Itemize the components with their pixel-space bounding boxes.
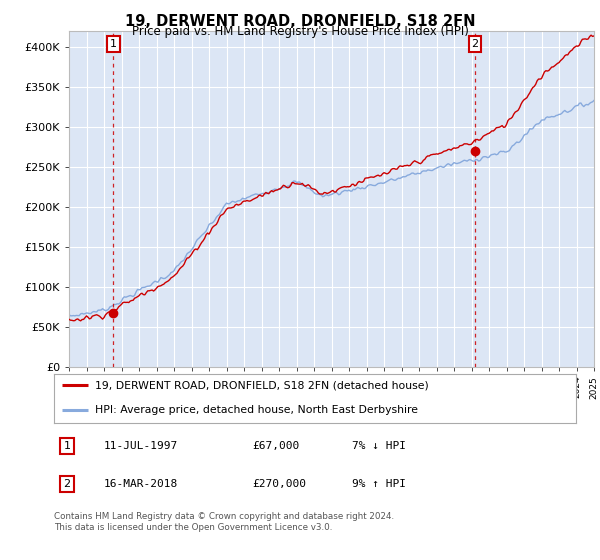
Text: 1: 1 — [64, 441, 71, 451]
Text: HPI: Average price, detached house, North East Derbyshire: HPI: Average price, detached house, Nort… — [95, 405, 418, 415]
Text: 19, DERWENT ROAD, DRONFIELD, S18 2FN: 19, DERWENT ROAD, DRONFIELD, S18 2FN — [125, 14, 475, 29]
Text: 16-MAR-2018: 16-MAR-2018 — [104, 479, 178, 489]
Text: £270,000: £270,000 — [253, 479, 307, 489]
Text: £67,000: £67,000 — [253, 441, 299, 451]
Text: 1: 1 — [110, 39, 117, 49]
Text: 11-JUL-1997: 11-JUL-1997 — [104, 441, 178, 451]
Text: 9% ↑ HPI: 9% ↑ HPI — [352, 479, 406, 489]
Text: 2: 2 — [64, 479, 71, 489]
Text: 19, DERWENT ROAD, DRONFIELD, S18 2FN (detached house): 19, DERWENT ROAD, DRONFIELD, S18 2FN (de… — [95, 380, 428, 390]
Text: Contains HM Land Registry data © Crown copyright and database right 2024.
This d: Contains HM Land Registry data © Crown c… — [54, 512, 394, 532]
Text: 2: 2 — [472, 39, 479, 49]
Text: Price paid vs. HM Land Registry's House Price Index (HPI): Price paid vs. HM Land Registry's House … — [131, 25, 469, 38]
Text: 7% ↓ HPI: 7% ↓ HPI — [352, 441, 406, 451]
